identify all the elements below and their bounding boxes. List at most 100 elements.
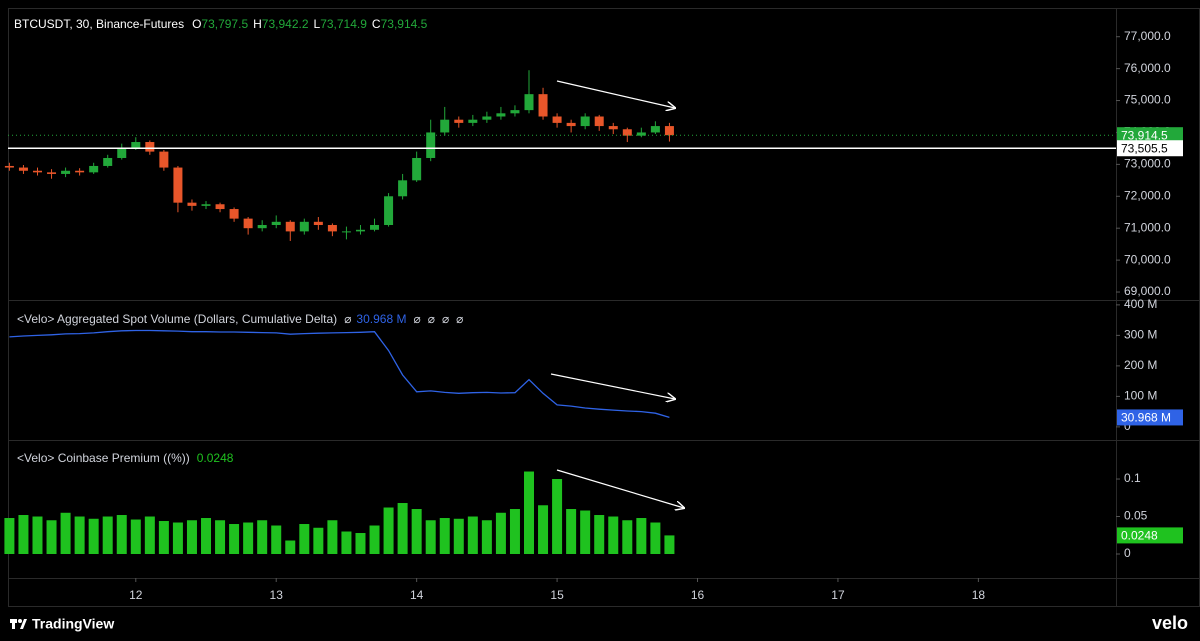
premium-bar: [327, 520, 338, 555]
candle-body: [187, 202, 197, 206]
premium-bar: [594, 515, 605, 555]
candle-body: [61, 170, 71, 174]
x-tick-label: 14: [410, 588, 424, 602]
x-tick-label: 12: [129, 588, 143, 602]
price-label-box: [1117, 140, 1183, 157]
premium-bar: [664, 535, 675, 555]
candle-body: [622, 129, 632, 136]
premium-bar: [285, 540, 296, 555]
y-tick-label: 200 M: [1124, 358, 1157, 372]
symbol-title: BTCUSDT, 30, Binance-Futures: [14, 17, 184, 31]
candle-body: [103, 157, 113, 166]
premium-bar: [481, 520, 492, 555]
candle-body: [341, 231, 351, 233]
y-tick-label: 0.05: [1124, 509, 1148, 523]
legend-value: 73,914.5: [381, 17, 428, 31]
premium-bar: [74, 516, 85, 555]
candle-body: [229, 209, 239, 219]
y-tick-label: 400 M: [1124, 297, 1157, 311]
y-tick-label: 69,000.0: [1124, 284, 1171, 298]
candle-body: [664, 126, 674, 136]
candle-body: [145, 142, 155, 152]
x-tick-label: 17: [831, 588, 845, 602]
y-tick-label: 75,000.0: [1124, 93, 1171, 107]
legend-key: C: [372, 17, 381, 31]
premium-bar: [271, 525, 282, 555]
premium-bar: [130, 519, 141, 555]
price-label-box: [1117, 127, 1183, 144]
premium-bar: [411, 509, 422, 555]
status-icon: ⌀: [456, 312, 463, 326]
premium-bar: [201, 518, 212, 555]
candle-body: [271, 221, 281, 226]
candle-body: [426, 132, 436, 158]
status-icon: ⌀: [442, 312, 449, 326]
brand-name: TradingView: [32, 616, 114, 632]
legend-key: L: [314, 17, 321, 31]
premium-bar: [538, 505, 549, 555]
brand-logo: [10, 619, 27, 629]
trend-arrow: [550, 373, 675, 399]
candle-body: [75, 170, 85, 173]
legend-key: O: [192, 17, 201, 31]
legend-value: 30.968 M: [356, 312, 406, 326]
premium-bar: [60, 512, 71, 555]
premium-bar: [355, 533, 366, 555]
candle-body: [384, 196, 394, 226]
status-icon: ⌀: [428, 312, 435, 326]
premium-bar: [622, 520, 633, 555]
legend-value: 73,942.2: [262, 17, 309, 31]
y-tick-label: 70,000.0: [1124, 252, 1171, 266]
candle-body: [285, 221, 295, 232]
legend-value: 73,714.9: [320, 17, 367, 31]
premium-bar: [495, 512, 506, 555]
candle-body: [496, 113, 506, 117]
y-tick-label: 71,000.0: [1124, 220, 1171, 234]
candle-body: [594, 116, 604, 127]
candle-body: [412, 157, 422, 181]
trend-arrow: [556, 80, 675, 108]
premium-bar: [467, 516, 478, 555]
candle-body: [131, 142, 141, 149]
status-icon: ⌀: [413, 312, 420, 326]
candle-body: [299, 221, 309, 232]
premium-bar: [397, 503, 408, 555]
candle-body: [215, 204, 225, 210]
legend-value: 0.0248: [197, 451, 234, 465]
premium-bar: [88, 518, 99, 555]
premium-bar: [453, 518, 464, 555]
candle-body: [173, 167, 183, 203]
price-label-box: [1117, 409, 1183, 426]
x-tick-label: 16: [691, 588, 705, 602]
candle-body: [482, 116, 492, 120]
candle-body: [243, 218, 253, 229]
premium-bar: [4, 518, 15, 555]
premium-bar: [299, 524, 310, 555]
candle-body: [4, 165, 14, 168]
y-tick-label: 76,000.0: [1124, 61, 1171, 75]
premium-bar: [102, 516, 113, 555]
candle-body: [370, 225, 380, 230]
y-tick-label: 100 M: [1124, 389, 1157, 403]
premium-bar: [369, 525, 380, 555]
y-tick-label: 300 M: [1124, 328, 1157, 342]
candle-body: [398, 180, 408, 197]
candle-body: [32, 170, 42, 173]
premium-bar: [172, 522, 183, 555]
price-label: 0.0248: [1121, 529, 1158, 543]
y-tick-label: 77,000.0: [1124, 29, 1171, 43]
legend-key: H: [253, 17, 262, 31]
price-label: 73,505.5: [1121, 141, 1168, 155]
premium-bar: [46, 520, 57, 555]
premium-bar: [523, 471, 534, 555]
legend: BTCUSDT, 30, Binance-Futures O73,797.5 H73…: [14, 17, 428, 31]
premium-bar: [383, 507, 394, 555]
premium-bar: [341, 531, 352, 555]
premium-bar: [509, 509, 520, 555]
premium-bar: [116, 515, 127, 555]
premium-bar: [18, 515, 29, 555]
premium-bar: [158, 521, 169, 555]
indicator-title: <Velo> Aggregated Spot Volume (Dollars, …: [17, 312, 337, 326]
premium-bar: [313, 527, 324, 555]
